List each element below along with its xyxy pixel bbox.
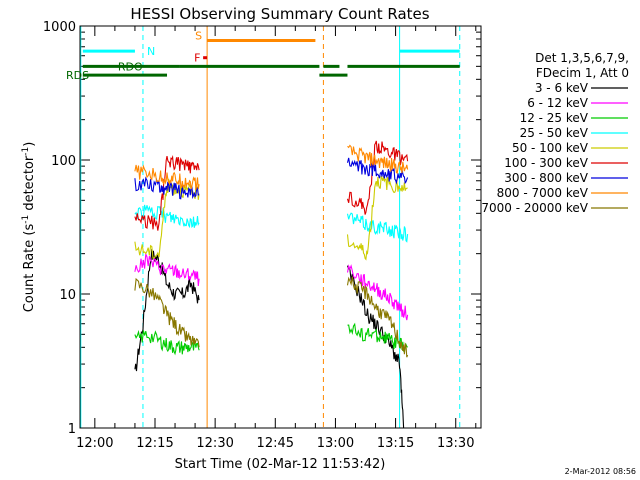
y-tick-label: 1 [68, 422, 76, 437]
y-axis-label-tail: detector [22, 155, 37, 215]
x-tick-label: 13:00 [317, 436, 354, 451]
flag-label-f: F [194, 52, 200, 65]
x-axis-label: Start Time (02-Mar-12 11:53:42) [175, 457, 386, 472]
series-line-segment [347, 144, 409, 174]
series-line-segment [347, 322, 409, 353]
series-line-segment [134, 277, 200, 348]
y-axis-label: Count Rate (s-1 detector-1) [21, 142, 37, 313]
x-tick-label: 13:30 [437, 436, 474, 451]
series-line-segment [134, 178, 200, 259]
y-axis-label-sup2: -1 [21, 147, 31, 156]
legend-label: 300 - 800 keV [504, 171, 588, 185]
legend-label: 50 - 100 keV [512, 141, 589, 155]
x-tick-label: 12:00 [76, 436, 113, 451]
series-line-segment [346, 264, 409, 321]
legend-header-line-2: FDecim 1, Att 0 [536, 66, 629, 80]
plot-frame [79, 25, 482, 429]
y-tick-label: 1000 [43, 20, 76, 35]
flag-label-s: S [195, 29, 202, 42]
legend-label: 12 - 25 keV [520, 111, 589, 125]
series-50-100-kev [134, 176, 408, 261]
legend-label: 25 - 50 keV [520, 126, 589, 140]
series-line-segment [346, 176, 408, 261]
series-line-segment [346, 276, 409, 358]
x-tick-label: 12:45 [257, 436, 294, 451]
x-tick-label: 12:15 [136, 436, 173, 451]
flag-label-n: N [147, 45, 155, 58]
series-line-segment [134, 248, 200, 372]
y-tick-label: 100 [51, 154, 76, 169]
flag-label-rdo: RDO [118, 60, 143, 73]
series-line-segment [134, 253, 200, 287]
series-line-segment [346, 212, 409, 243]
y-axis-label-sup: -1 [21, 215, 31, 224]
legend-label: 7000 - 20000 keV [481, 201, 588, 215]
y-tick-label: 10 [59, 288, 76, 303]
legend-label: 3 - 6 keV [535, 81, 589, 95]
series-line-segment [134, 164, 200, 190]
legend-label: 6 - 12 keV [527, 96, 589, 110]
footer-date: 2-Mar-2012 08:56 [565, 467, 636, 476]
series-line-segment [346, 265, 405, 429]
y-axis-label-close: ) [22, 142, 37, 147]
flag-label-rds: RDS [66, 69, 89, 82]
series-100-300-kev [134, 140, 409, 231]
series-25-50-kev [134, 204, 409, 243]
series-line-segment [346, 157, 409, 185]
series-800-7000-kev [134, 144, 409, 190]
series-line-segment [134, 154, 200, 231]
legend-header-line-1: Det 1,3,5,6,7,9, [535, 51, 629, 65]
legend-label: 800 - 7000 keV [497, 186, 589, 200]
series-line-segment [134, 204, 200, 229]
x-tick-label: 12:30 [196, 436, 233, 451]
chart-title: HESSI Observing Summary Count Rates [130, 5, 429, 23]
legend-label: 100 - 300 keV [504, 156, 588, 170]
series-3-6-kev [134, 248, 405, 429]
series-line-segment [346, 140, 409, 215]
x-tick-label: 13:15 [377, 436, 414, 451]
plot-layer [80, 25, 481, 429]
series-7000-20000-kev [134, 276, 409, 358]
series-6-12-kev [134, 253, 409, 321]
y-axis-label-main: Count Rate (s [22, 224, 37, 313]
series-line-segment [134, 329, 200, 356]
